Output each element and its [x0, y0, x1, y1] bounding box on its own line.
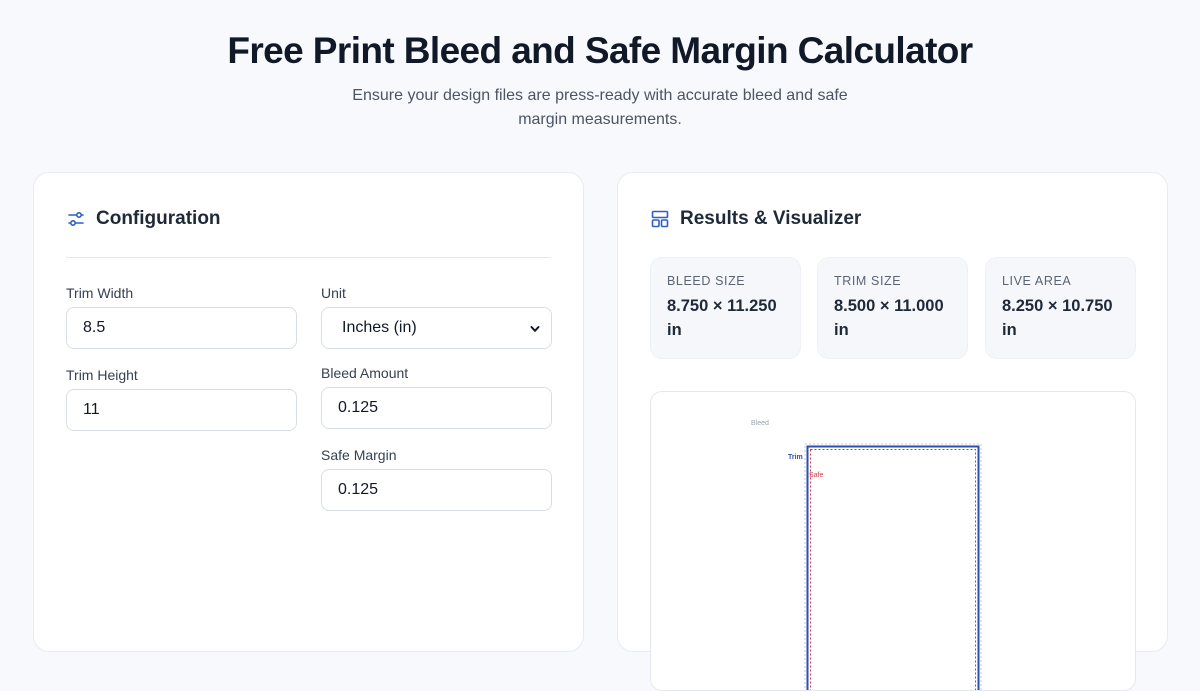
configuration-title: Configuration — [96, 208, 221, 230]
bleed-amount-input[interactable]: 0.125 — [321, 387, 552, 429]
chevron-down-icon — [529, 322, 541, 334]
unit-select[interactable]: Inches (in) — [321, 307, 552, 349]
unit-select-value: Inches (in) — [342, 319, 417, 337]
page-subtitle: Ensure your design files are press-ready… — [340, 84, 860, 132]
trim-height-label: Trim Height — [66, 367, 138, 383]
unit-label: Unit — [321, 285, 346, 301]
stat-value: 8.250 × 10.750 in — [1002, 294, 1119, 342]
stat-label: LIVE AREA — [1002, 274, 1119, 288]
divider — [66, 257, 551, 258]
configuration-card: Configuration Trim Width 8.5 Trim Height… — [33, 172, 584, 652]
trim-width-label: Trim Width — [66, 285, 133, 301]
sliders-icon — [66, 209, 86, 229]
safe-box — [811, 450, 976, 691]
results-title: Results & Visualizer — [680, 208, 861, 230]
stat-value: 8.750 × 11.250 in — [667, 294, 784, 342]
page-diagram — [651, 392, 1136, 691]
results-header: Results & Visualizer — [650, 207, 861, 231]
stat-label: TRIM SIZE — [834, 274, 951, 288]
layout-icon — [650, 209, 670, 229]
live-area-stat: LIVE AREA 8.250 × 10.750 in — [985, 257, 1136, 359]
results-card: Results & Visualizer BLEED SIZE 8.750 × … — [617, 172, 1168, 652]
trim-size-stat: TRIM SIZE 8.500 × 11.000 in — [817, 257, 968, 359]
stat-value: 8.500 × 11.000 in — [834, 294, 951, 342]
configuration-header: Configuration — [66, 207, 221, 231]
trim-height-input[interactable]: 11 — [66, 389, 297, 431]
trim-width-input[interactable]: 8.5 — [66, 307, 297, 349]
safe-margin-label: Safe Margin — [321, 447, 396, 463]
safe-margin-input[interactable]: 0.125 — [321, 469, 552, 511]
trim-box — [808, 447, 979, 691]
bleed-amount-label: Bleed Amount — [321, 365, 408, 381]
bleed-visualizer: Bleed Trim Safe — [650, 391, 1136, 691]
bleed-size-stat: BLEED SIZE 8.750 × 11.250 in — [650, 257, 801, 359]
bleed-box — [805, 444, 981, 691]
page-title: Free Print Bleed and Safe Margin Calcula… — [0, 30, 1200, 72]
stat-label: BLEED SIZE — [667, 274, 784, 288]
